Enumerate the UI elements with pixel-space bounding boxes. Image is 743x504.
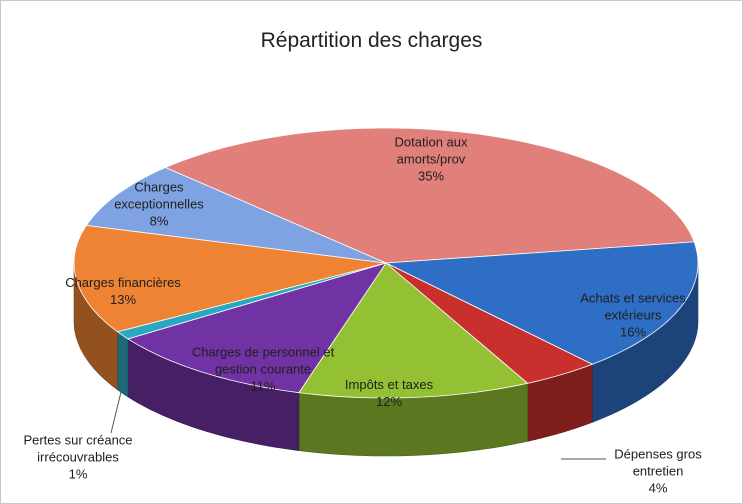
data-label: Charges financières 13%	[23, 274, 223, 308]
pie-tops	[73, 127, 699, 399]
value-label: 13%	[109, 292, 137, 307]
data-label: Dotation aux amorts/prov 35%	[361, 134, 501, 185]
value-label: 4%	[648, 480, 668, 496]
slice-name: Impôts et taxes	[344, 377, 434, 392]
value-label: 11%	[250, 378, 276, 394]
slice-name: Charges de personnel et gestion courante	[191, 344, 335, 377]
value-label: 16%	[619, 324, 647, 340]
data-label: Impôts et taxes 12%	[314, 376, 464, 410]
value-label: 12%	[375, 394, 403, 409]
data-label: Dépenses gros entretien 4%	[603, 446, 713, 497]
slice	[164, 127, 695, 264]
slice-name: Charges financières	[65, 275, 181, 290]
chart-title: Répartition des charges	[260, 29, 483, 52]
slice-name: Achats et services extérieurs	[580, 290, 686, 323]
slice-side	[117, 331, 129, 398]
slice-name: Pertes sur créance irrécouvrables	[23, 432, 133, 465]
slice	[384, 241, 699, 365]
slice-name: Dotation aux amorts/prov	[394, 134, 468, 167]
data-label: Pertes sur créance irrécouvrables 1%	[0, 432, 163, 483]
slice	[126, 262, 387, 394]
slice-name: Dépenses gros entretien	[614, 446, 702, 479]
pie-sides	[73, 262, 699, 457]
value-label: 1%	[68, 466, 88, 482]
data-label: Achats et services extérieurs 16%	[558, 290, 708, 341]
slice	[85, 167, 387, 264]
data-label: Charges de personnel et gestion courante…	[188, 344, 338, 395]
value-label: 35%	[417, 168, 445, 184]
slice	[73, 224, 387, 333]
slice-name: Charges exceptionnelles	[114, 179, 204, 212]
data-label: Charges exceptionnelles 8%	[99, 179, 219, 230]
slice	[298, 262, 529, 399]
slice	[385, 262, 594, 384]
value-label: 8%	[149, 213, 169, 229]
